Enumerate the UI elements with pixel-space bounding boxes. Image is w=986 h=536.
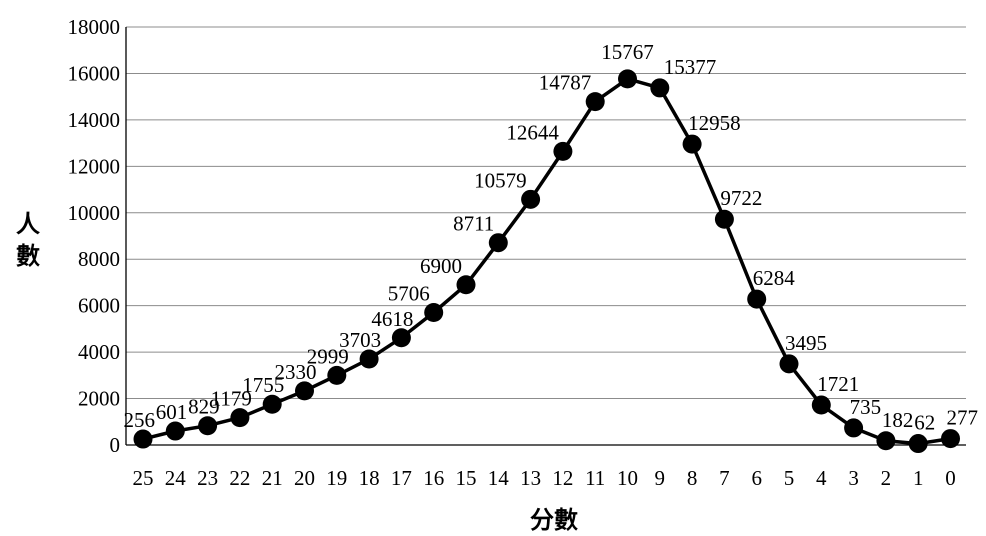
y-axis-title-char-2: 數 <box>16 241 40 270</box>
x-tick-label: 16 <box>423 466 444 490</box>
data-label: 601 <box>156 400 188 424</box>
data-label: 12958 <box>688 111 741 135</box>
x-tick-label: 18 <box>359 466 380 490</box>
data-point <box>165 421 185 441</box>
data-label: 277 <box>947 406 979 430</box>
y-axis-tick-labels: 0 2000 4000 6000 8000 10000 12000 14000 16000 180… <box>68 15 121 457</box>
data-label: 62 <box>914 411 935 435</box>
data-label: 1721 <box>817 372 859 396</box>
data-point <box>295 381 314 401</box>
x-tick-label: 24 <box>165 466 187 490</box>
data-label: 14787 <box>539 71 592 95</box>
x-axis-tick-labels: 25 24 23 22 21 20 19 18 17 16 15 14 13 12 11 10 9 8 7 6 5 4 3 2… <box>133 466 956 490</box>
x-tick-label: 22 <box>229 466 250 490</box>
x-tick-label: 20 <box>294 466 315 490</box>
data-label: 6900 <box>420 254 462 278</box>
data-label: 829 <box>188 395 220 419</box>
data-point <box>553 141 573 161</box>
data-point <box>844 418 864 438</box>
y-tick-label: 0 <box>110 433 121 457</box>
data-point <box>941 429 960 449</box>
data-label: 3703 <box>339 328 381 352</box>
data-point <box>747 289 767 309</box>
y-tick-label: 18000 <box>68 15 121 39</box>
x-tick-label: 23 <box>197 466 218 490</box>
data-point <box>133 429 153 449</box>
data-label: 1755 <box>242 373 284 397</box>
data-label: 735 <box>850 395 882 419</box>
y-tick-label: 10000 <box>68 201 121 225</box>
x-tick-label: 11 <box>585 466 605 490</box>
x-tick-label: 6 <box>751 466 762 490</box>
data-point <box>521 189 541 209</box>
x-tick-label: 17 <box>391 466 412 490</box>
data-label: 15377 <box>664 55 717 79</box>
y-tick-label: 14000 <box>68 108 121 132</box>
y-tick-label: 6000 <box>78 294 120 318</box>
data-point <box>876 431 896 451</box>
x-tick-label: 9 <box>655 466 666 490</box>
x-tick-label: 21 <box>262 466 283 490</box>
data-label: 4618 <box>371 307 413 331</box>
data-label: 9722 <box>720 186 762 210</box>
data-point <box>488 233 508 253</box>
x-tick-label: 4 <box>816 466 827 490</box>
data-point <box>779 354 799 374</box>
x-tick-label: 15 <box>456 466 477 490</box>
y-axis-title-char-1: 人 <box>16 209 40 238</box>
data-label: 1179 <box>211 387 252 411</box>
data-point <box>198 416 218 436</box>
x-tick-label: 14 <box>488 466 510 490</box>
x-tick-label: 5 <box>784 466 795 490</box>
data-label: 5706 <box>388 281 430 305</box>
data-point <box>682 134 702 154</box>
x-tick-label: 10 <box>617 466 638 490</box>
data-point <box>230 408 250 428</box>
data-label: 2330 <box>275 360 317 384</box>
data-point <box>811 395 831 415</box>
x-tick-label: 13 <box>520 466 541 490</box>
y-tick-label: 16000 <box>68 61 121 85</box>
y-tick-label: 4000 <box>78 340 120 364</box>
x-tick-label: 25 <box>133 466 154 490</box>
data-point <box>359 349 379 369</box>
x-tick-label: 2 <box>881 466 892 490</box>
x-tick-label: 3 <box>848 466 859 490</box>
data-point <box>650 78 670 98</box>
data-point <box>908 434 928 454</box>
data-label: 256 <box>124 408 156 432</box>
data-label: 2999 <box>307 344 349 368</box>
data-point <box>262 394 282 414</box>
data-label: 6284 <box>753 266 796 290</box>
x-tick-label: 1 <box>913 466 924 490</box>
data-point <box>327 365 347 385</box>
data-label: 12644 <box>506 120 559 144</box>
x-tick-label: 12 <box>552 466 573 490</box>
x-tick-label: 8 <box>687 466 698 490</box>
data-label: 10579 <box>474 168 527 192</box>
data-label: 15767 <box>601 40 654 64</box>
data-point <box>714 209 734 229</box>
x-tick-label: 0 <box>945 466 956 490</box>
y-tick-label: 12000 <box>68 154 121 178</box>
data-point <box>585 92 605 112</box>
data-point <box>424 302 444 322</box>
data-label: 8711 <box>453 212 494 236</box>
data-points <box>133 69 960 454</box>
data-point <box>618 69 637 89</box>
x-tick-label: 7 <box>719 466 730 490</box>
data-point <box>456 275 476 295</box>
x-axis-title: 分數 <box>530 505 578 534</box>
data-label: 182 <box>882 408 914 432</box>
x-tick-label: 19 <box>326 466 347 490</box>
data-label: 3495 <box>785 331 827 355</box>
data-point <box>391 328 411 348</box>
y-tick-label: 8000 <box>78 247 120 271</box>
y-tick-label: 2000 <box>78 387 120 411</box>
